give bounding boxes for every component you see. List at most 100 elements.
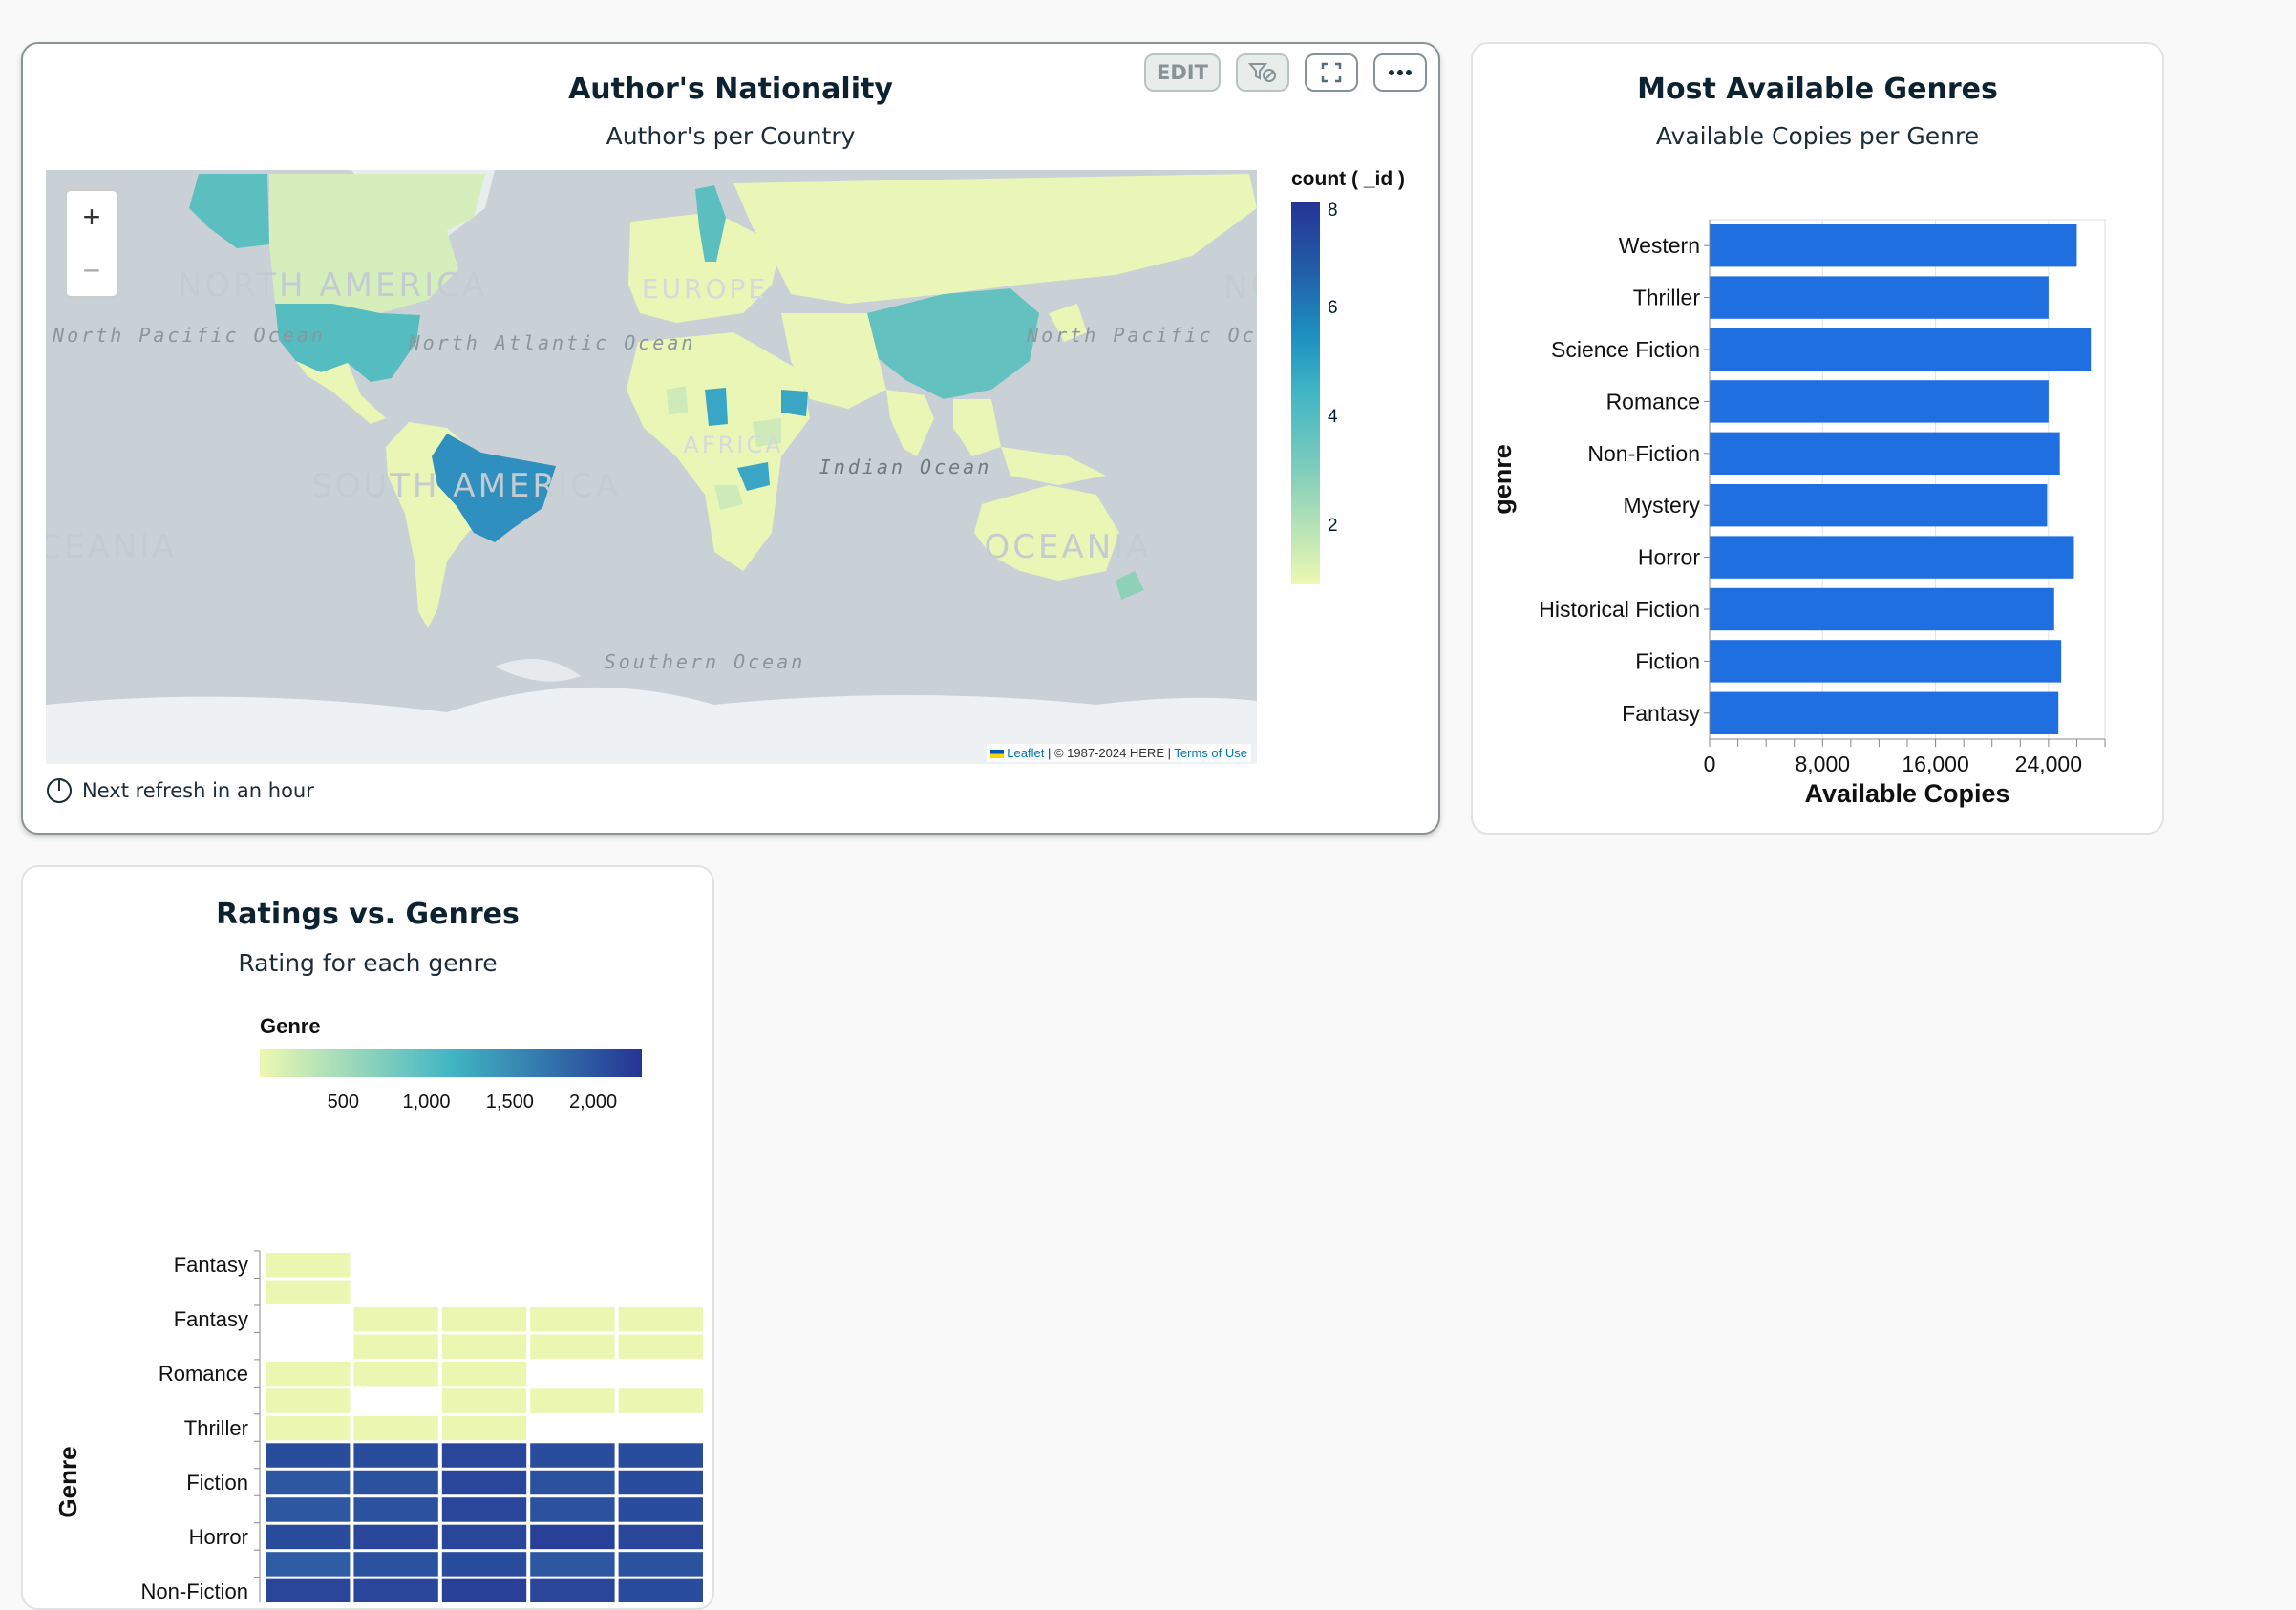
legend-gradient xyxy=(1291,202,1320,584)
heatmap-cell xyxy=(441,1415,527,1441)
heatmap-cell xyxy=(353,1552,438,1577)
bar xyxy=(1710,484,2048,527)
ukraine-flag-icon xyxy=(989,750,1004,759)
bar xyxy=(1710,224,2077,267)
refresh-status: Next refresh in an hour xyxy=(46,777,314,804)
more-options-button[interactable] xyxy=(1373,53,1427,92)
heatmap-cell xyxy=(266,1280,351,1304)
heatmap-cell xyxy=(618,1306,703,1332)
legend-tick-label: 1,500 xyxy=(486,1091,534,1112)
y-tick-label: Mystery xyxy=(1624,493,1701,518)
heatmap-cell xyxy=(441,1388,527,1413)
genres-card: Most Available Genres Available Copies p… xyxy=(1471,42,2164,835)
zoom-out-button[interactable]: − xyxy=(82,253,101,287)
region-europe xyxy=(628,212,781,323)
zoom-in-button[interactable]: + xyxy=(67,191,117,244)
map-canvas: North Pacific Ocean North Atlantic Ocean… xyxy=(46,170,1257,764)
heatmap-chart: Genre 500 1,000 1,500 2,000 Fantasy Fantasy Rom… xyxy=(53,1014,703,1602)
map-legend: count ( _id ) 8 6 4 2 xyxy=(1291,168,1425,646)
region-china xyxy=(867,288,1039,399)
legend-tick: 2 xyxy=(1328,516,1338,536)
filter-off-icon xyxy=(1248,63,1276,82)
refresh-text: Next refresh in an hour xyxy=(82,779,314,802)
y-tick-label: Horror xyxy=(1638,545,1701,570)
ocean-label: Southern Ocean xyxy=(605,650,806,673)
heatmap-cell xyxy=(530,1497,615,1522)
world-map[interactable]: North Pacific Ocean North Atlantic Ocean… xyxy=(46,170,1257,764)
card-subtitle: Author's per Country xyxy=(606,122,856,150)
heatmap-cell xyxy=(618,1334,703,1359)
heatmap-cell xyxy=(618,1497,703,1522)
region-australia xyxy=(974,485,1119,581)
heatmap-cell xyxy=(441,1524,527,1550)
ellipsis-icon xyxy=(1389,70,1412,75)
bar xyxy=(1710,536,2074,579)
y-axis-title: Genre xyxy=(53,1446,82,1517)
heatmap-cell xyxy=(441,1334,527,1359)
card-subtitle: Available Copies per Genre xyxy=(1655,122,1980,150)
bar xyxy=(1710,432,2060,475)
legend-tick: 4 xyxy=(1328,407,1338,427)
y-tick-label: Romance xyxy=(1606,389,1700,413)
bar xyxy=(1710,328,2092,371)
map-card: Author's Nationality Author's per Countr… xyxy=(21,42,1440,835)
leaflet-link[interactable]: Leaflet xyxy=(1007,746,1045,760)
heatmap-cell xyxy=(353,1334,438,1359)
heatmap-cell xyxy=(266,1524,351,1550)
bar xyxy=(1710,640,2062,683)
heatmap-cell xyxy=(353,1306,438,1332)
card-title: Ratings vs. Genres xyxy=(216,898,520,931)
x-tick-label: 0 xyxy=(1704,752,1716,776)
heatmap-cell xyxy=(353,1470,438,1495)
ocean-label: Indian Ocean xyxy=(819,455,992,478)
y-tick-label: Fantasy xyxy=(174,1253,248,1277)
heatmap-cell xyxy=(266,1361,351,1387)
y-tick-label: Non-Fiction xyxy=(1587,441,1700,466)
legend-tick: 8 xyxy=(1328,201,1338,221)
heatmap-cell xyxy=(266,1552,351,1577)
legend-tick-label: 1,000 xyxy=(403,1091,451,1112)
y-tick-label: Thriller xyxy=(1633,286,1701,310)
region-russia xyxy=(733,174,1257,304)
heatmap-cell xyxy=(530,1552,615,1577)
legend-tick-label: 500 xyxy=(328,1091,359,1112)
heatmap-cell xyxy=(441,1443,527,1468)
zoom-control: + − xyxy=(65,189,118,298)
ratings-card: Ratings vs. Genres Rating for each genre… xyxy=(21,865,714,1610)
y-tick-label: Fantasy xyxy=(1622,701,1700,726)
heatmap-cell xyxy=(266,1497,351,1522)
y-axis-title: genre xyxy=(1488,444,1517,515)
ocean-label: North Pacific Ocean xyxy=(1026,324,1257,347)
heatmap-cell xyxy=(266,1415,351,1441)
region-canada xyxy=(269,174,485,313)
clock-icon xyxy=(47,778,72,803)
heatmap-cell xyxy=(441,1470,527,1495)
card-title: Author's Nationality xyxy=(568,73,893,106)
continent-label: EUROPE xyxy=(642,273,768,305)
heatmap-cell xyxy=(441,1552,527,1577)
heatmap-cell xyxy=(353,1524,438,1550)
region-usa xyxy=(275,304,420,382)
legend-title: count ( _id ) xyxy=(1291,168,1405,190)
legend-tick-label: 2,000 xyxy=(569,1091,617,1112)
edit-button[interactable]: EDIT xyxy=(1144,53,1221,92)
legend-gradient xyxy=(260,1049,642,1077)
heatmap-cell xyxy=(618,1524,703,1550)
heatmap-cell xyxy=(618,1443,703,1468)
continent-label: OCEANIA xyxy=(985,528,1152,566)
x-tick-label: 8,000 xyxy=(1796,752,1851,776)
ocean-label: North Atlantic Ocean xyxy=(408,331,696,354)
bar xyxy=(1710,380,2049,423)
continent-label: SOUTH AMERICA xyxy=(311,467,621,505)
terms-link[interactable]: Terms of Use xyxy=(1174,746,1247,760)
fullscreen-button[interactable] xyxy=(1305,53,1358,92)
map-attribution: Leaflet | © 1987-2024 HERE | Terms of Us… xyxy=(986,744,1251,762)
heatmap-cell xyxy=(618,1552,703,1577)
heatmap-cell xyxy=(530,1524,615,1550)
bar xyxy=(1710,691,2059,734)
heatmap-cell xyxy=(353,1443,438,1468)
continent-label: NORTH AMERICA xyxy=(178,266,487,305)
filter-off-button[interactable] xyxy=(1236,53,1289,92)
heatmap-cell xyxy=(530,1470,615,1495)
heatmap-cell xyxy=(530,1388,615,1413)
